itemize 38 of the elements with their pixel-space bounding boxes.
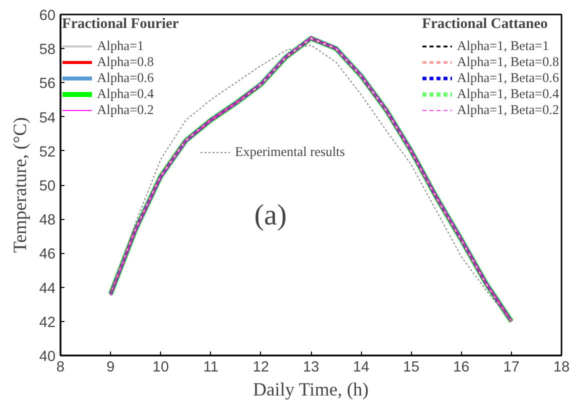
x-tick-label: 10 (152, 360, 169, 376)
legend-label: Alpha=0.8 (97, 54, 154, 70)
x-tick-label: 17 (503, 360, 520, 376)
x-tick-label: 15 (403, 360, 420, 376)
text: Fractional Fourier (62, 16, 179, 32)
y-tick-label: 44 (39, 280, 56, 297)
y-tick-label: 50 (39, 178, 56, 194)
y-tick-label: 46 (39, 246, 56, 263)
annotation: (a) (254, 200, 287, 232)
legend-label: Alpha=1, Beta=0.2 (456, 102, 559, 118)
x-tick-label: 12 (252, 360, 270, 376)
y-tick-label: 52 (39, 144, 56, 160)
legend-label: Experimental results (235, 144, 345, 160)
x-tick-label: 16 (453, 360, 470, 376)
x-tick-label: 13 (302, 360, 320, 376)
y-tick-label: 40 (39, 349, 56, 365)
legend-label: Alpha=0.6 (97, 70, 154, 86)
x-tick-label: 18 (553, 360, 570, 376)
y-tick-label: 48 (39, 212, 56, 229)
x-tick-label: 9 (106, 360, 115, 376)
legend-label: Alpha=0.2 (97, 102, 154, 118)
x-axis-title: Daily Time, (h) (253, 380, 369, 400)
legend-label: Alpha=0.4 (97, 86, 154, 102)
x-tick-label: 14 (352, 360, 370, 376)
y-axis-title: Temperature, (°C) (10, 117, 32, 253)
legend-label: Alpha=1, Beta=0.6 (456, 70, 559, 86)
y-tick-label: 60 (39, 8, 56, 24)
y-tick-label: 56 (39, 76, 56, 92)
legend-label: Alpha=1, Beta=1 (456, 38, 549, 54)
x-tick-label: 8 (56, 360, 65, 376)
y-tick-label: 42 (39, 314, 56, 331)
legend-label: Alpha=1 (97, 38, 144, 54)
legend-label: Alpha=1, Beta=0.8 (456, 54, 559, 70)
y-tick-label: 54 (39, 110, 56, 126)
legend-label: Alpha=1, Beta=0.4 (456, 86, 559, 102)
y-tick-label: 58 (39, 42, 56, 58)
text: Fractional Cattaneo (422, 16, 548, 32)
x-tick-label: 11 (203, 360, 218, 376)
